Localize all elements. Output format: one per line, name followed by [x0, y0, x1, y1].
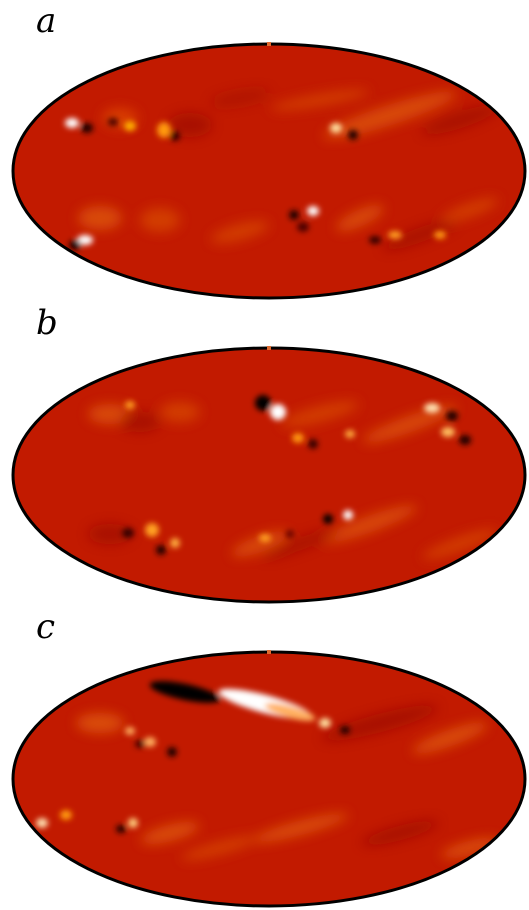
panel-label-b: b: [36, 303, 58, 343]
sky-map-a: [11, 42, 527, 300]
map-background: [13, 348, 525, 602]
panel-label-c: c: [36, 607, 56, 647]
map-background: [13, 652, 525, 906]
map-background: [13, 44, 525, 298]
panel-label-a: a: [36, 1, 57, 41]
sky-map-b: [11, 346, 527, 604]
sky-map-c: [11, 650, 527, 908]
